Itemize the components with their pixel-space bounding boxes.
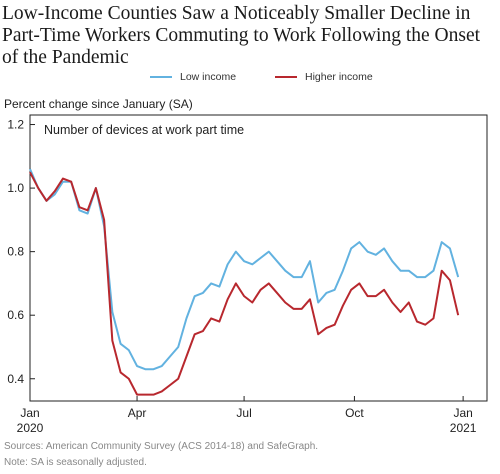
legend-swatch-low-income xyxy=(150,76,172,78)
legend: Low income Higher income xyxy=(0,71,500,87)
series-line-low-income xyxy=(29,168,460,371)
legend-label-higher-income: Higher income xyxy=(305,71,373,83)
y-axis-label: Percent change since January (SA) xyxy=(4,97,193,111)
footnote: Note: SA is seasonally adjusted. xyxy=(4,457,147,468)
y-tick-label: 1.2 xyxy=(7,118,24,132)
x-tick-label: Apr xyxy=(128,406,147,420)
y-tick-label: 0.4 xyxy=(7,372,24,386)
x-tick-label: Oct xyxy=(345,406,364,420)
legend-swatch-higher-income xyxy=(275,76,297,78)
series-layer xyxy=(29,168,460,396)
x-tick-year-label: 2020 xyxy=(17,421,44,435)
plot-frame xyxy=(29,114,488,402)
y-tick-label: 1.0 xyxy=(7,181,24,195)
series-line-higher-income xyxy=(29,171,460,396)
y-tick-label: 0.8 xyxy=(7,245,24,259)
y-tick-label: 0.6 xyxy=(7,308,24,322)
legend-label-low-income: Low income xyxy=(180,71,237,83)
x-tick-label: Jan xyxy=(453,406,472,420)
legend-item-low-income: Low income xyxy=(150,71,236,83)
inner-title: Number of devices at work part time xyxy=(44,123,244,137)
legend-item-higher-income: Higher income xyxy=(275,71,373,83)
chart-title: Low-Income Counties Saw a Noticeably Sma… xyxy=(2,3,481,68)
x-tick-label: Jan xyxy=(20,406,39,420)
source-note: Sources: American Community Survey (ACS … xyxy=(4,441,319,452)
x-tick-label: Jul xyxy=(236,406,251,420)
y-axis: 0.4 0.6 0.8 1.0 1.2 xyxy=(7,118,35,386)
x-tick-year-label: 2021 xyxy=(450,421,477,435)
